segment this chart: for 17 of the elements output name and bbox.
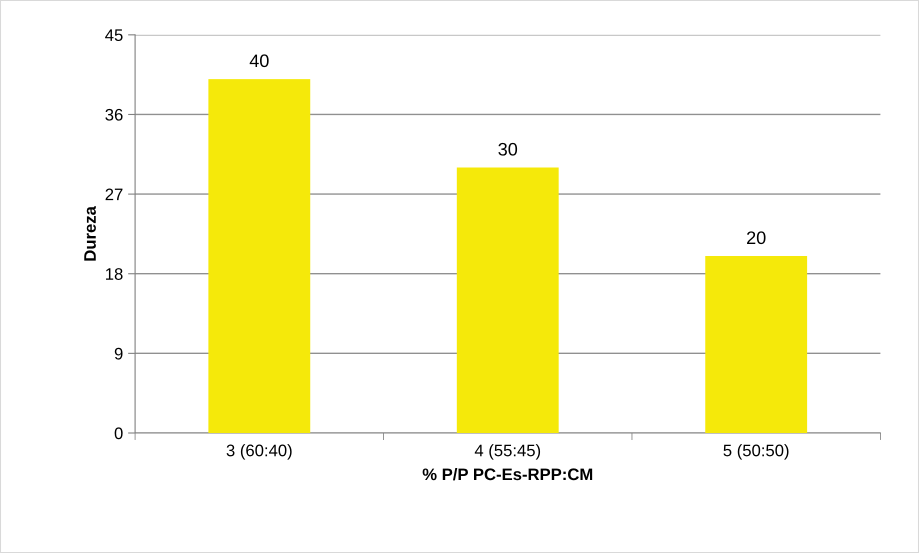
y-tick-label: 18 <box>106 268 123 280</box>
x-axis-title: % P/P PC-Es-RPP:CM <box>422 468 592 480</box>
y-tick-label: 27 <box>106 188 122 200</box>
data-label: 20 <box>747 231 766 244</box>
y-tick-label: 36 <box>105 108 123 121</box>
data-label: 40 <box>250 54 269 68</box>
y-tick-label: 9 <box>114 348 122 360</box>
x-tick-label: 5 (50:50) <box>724 444 789 460</box>
x-tick-label: 3 (60:40) <box>226 444 292 460</box>
y-tick-label: 0 <box>114 427 123 440</box>
bar <box>456 168 559 433</box>
x-tick-label: 4 (55:45) <box>474 444 540 460</box>
bar <box>705 256 808 433</box>
data-label: 30 <box>498 142 518 156</box>
y-tick-label: 45 <box>105 29 123 42</box>
bar <box>208 79 310 433</box>
y-axis-title: Dureza <box>84 206 96 261</box>
